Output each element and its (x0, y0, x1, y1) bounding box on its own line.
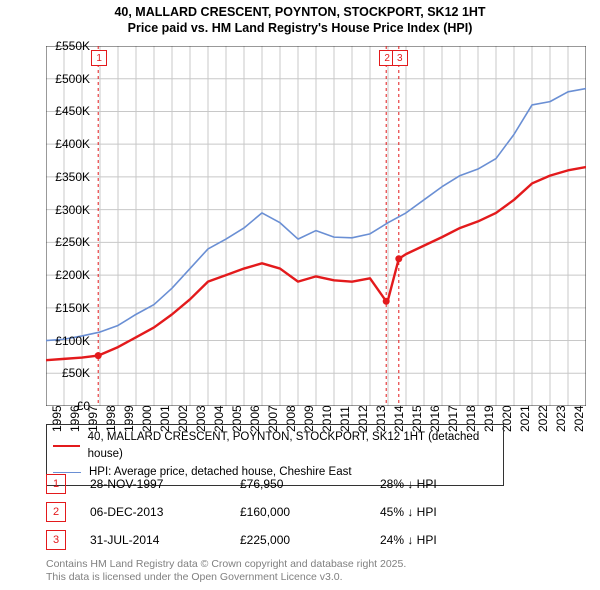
event-note-row: 3 31-JUL-2014£225,00024% ↓ HPI (46, 526, 500, 554)
legend-item: 40, MALLARD CRESCENT, POYNTON, STOCKPORT… (53, 429, 497, 464)
y-tick-label: £250K (46, 235, 90, 249)
event-marker-label: 1 (91, 50, 107, 66)
event-note-delta: 45% ↓ HPI (380, 505, 500, 519)
chart-title-line2: Price paid vs. HM Land Registry's House … (0, 20, 600, 36)
y-tick-label: £550K (46, 39, 90, 53)
attribution-line2: This data is licensed under the Open Gov… (46, 571, 406, 584)
event-note-id: 3 (46, 530, 66, 550)
chart: £0£50K£100K£150K£200K£250K£300K£350K£400… (46, 46, 586, 406)
event-note-price: £160,000 (240, 505, 380, 519)
y-tick-label: £300K (46, 203, 90, 217)
event-note-date: 31-JUL-2014 (90, 533, 240, 547)
x-tick-label: 2021 (518, 405, 532, 432)
event-note-date: 28-NOV-1997 (90, 477, 240, 491)
attribution: Contains HM Land Registry data © Crown c… (46, 558, 406, 584)
event-note-row: 2 06-DEC-2013£160,00045% ↓ HPI (46, 498, 500, 526)
x-tick-label: 2023 (554, 405, 568, 432)
event-note-price: £76,950 (240, 477, 380, 491)
event-marker-label: 3 (392, 50, 408, 66)
x-tick-label: 2022 (536, 405, 550, 432)
chart-svg (46, 46, 586, 406)
legend-swatch (53, 445, 80, 447)
y-tick-label: £200K (46, 268, 90, 282)
chart-title-line1: 40, MALLARD CRESCENT, POYNTON, STOCKPORT… (0, 4, 600, 20)
y-tick-label: £450K (46, 104, 90, 118)
legend-label: 40, MALLARD CRESCENT, POYNTON, STOCKPORT… (88, 429, 497, 464)
y-tick-label: £350K (46, 170, 90, 184)
event-note-row: 1 28-NOV-1997£76,95028% ↓ HPI (46, 470, 500, 498)
y-tick-label: £400K (46, 137, 90, 151)
attribution-line1: Contains HM Land Registry data © Crown c… (46, 558, 406, 571)
event-note-delta: 24% ↓ HPI (380, 533, 500, 547)
y-tick-label: £150K (46, 301, 90, 315)
event-note-delta: 28% ↓ HPI (380, 477, 500, 491)
y-tick-label: £50K (46, 366, 90, 380)
event-note-id: 1 (46, 474, 66, 494)
x-tick-label: 2024 (572, 405, 586, 432)
event-note-price: £225,000 (240, 533, 380, 547)
event-note-date: 06-DEC-2013 (90, 505, 240, 519)
event-note-id: 2 (46, 502, 66, 522)
y-tick-label: £100K (46, 334, 90, 348)
y-tick-label: £500K (46, 72, 90, 86)
event-notes: 1 28-NOV-1997£76,95028% ↓ HPI 2 06-DEC-2013… (46, 470, 500, 554)
